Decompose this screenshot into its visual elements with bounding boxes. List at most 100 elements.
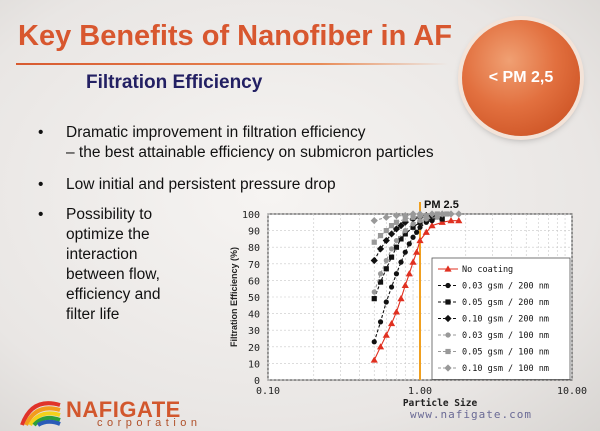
series-line — [373, 216, 438, 293]
bullet-text: filter life — [66, 306, 120, 323]
bullet-text: optimize the — [66, 226, 150, 243]
data-point — [402, 231, 408, 237]
data-point — [417, 218, 423, 224]
data-point — [393, 244, 400, 250]
data-point — [444, 314, 452, 323]
data-point — [447, 210, 455, 218]
legend-label: 0.05 gsm / 200 nm — [462, 298, 549, 308]
x-tick-label: 1.00 — [408, 386, 432, 397]
data-point — [413, 248, 421, 255]
bullet-text: between flow, — [66, 266, 160, 283]
data-point — [371, 289, 377, 295]
data-point — [422, 228, 430, 235]
data-point — [371, 239, 377, 245]
data-point — [377, 232, 384, 239]
title-underline — [16, 63, 448, 65]
y-axis-label: Filtration Efficiency (%) — [229, 247, 239, 347]
data-point — [410, 224, 416, 230]
logo-subtitle: corporation — [97, 417, 202, 429]
pm-badge-label: < PM 2,5 — [488, 69, 554, 86]
data-point — [416, 210, 424, 218]
bullet-dot: • — [38, 206, 44, 223]
data-point — [402, 249, 408, 255]
bullet-dot: • — [38, 124, 44, 141]
bullet-pressure: • Low initial and persistent pressure dr… — [38, 175, 496, 195]
bullet-text: Possibility to — [66, 206, 153, 223]
y-tick-label: 40 — [248, 310, 260, 321]
data-point — [393, 237, 400, 244]
data-point — [423, 213, 429, 219]
y-tick-label: 10 — [248, 359, 260, 370]
pm-badge: < PM 2,5 — [462, 20, 580, 136]
legend-label: 0.05 gsm / 100 nm — [462, 348, 549, 358]
legend-label: 0.10 gsm / 200 nm — [462, 315, 549, 325]
data-point — [383, 266, 389, 272]
y-tick-label: 60 — [248, 276, 260, 287]
bullet-dot: • — [38, 176, 44, 193]
bullet-optimize: • Possibility to optimize the interactio… — [38, 205, 246, 325]
data-point — [438, 218, 446, 225]
data-point — [428, 222, 436, 229]
data-point — [428, 210, 436, 218]
data-point — [397, 295, 405, 302]
data-point — [388, 254, 395, 260]
data-point — [445, 332, 451, 338]
data-point — [444, 211, 450, 217]
data-point — [371, 339, 377, 345]
data-point — [370, 356, 378, 363]
y-tick-label: 30 — [248, 326, 260, 337]
legend-label: 0.10 gsm / 100 nm — [462, 364, 549, 374]
data-point — [382, 331, 390, 338]
data-point — [377, 319, 384, 325]
bullet-text: Low initial and persistent pressure drop — [66, 176, 336, 193]
data-point — [445, 348, 451, 355]
data-point — [398, 236, 404, 242]
legend-label: 0.03 gsm / 100 nm — [462, 331, 549, 341]
data-point — [388, 284, 395, 290]
legend-label: 0.03 gsm / 200 nm — [462, 282, 549, 292]
data-point — [416, 236, 424, 244]
data-point — [405, 270, 413, 277]
y-tick-label: 90 — [248, 227, 260, 238]
slide-title: Key Benefits of Nanofiber in AF — [18, 20, 452, 52]
data-point — [455, 217, 463, 224]
series-line — [373, 220, 459, 361]
data-point — [409, 258, 417, 265]
y-tick-label: 0 — [254, 376, 260, 387]
logo-name: NAFIGATE — [66, 397, 181, 422]
slide-subtitle: Filtration Efficiency — [86, 72, 263, 93]
data-point — [401, 281, 409, 288]
data-point — [376, 343, 385, 350]
bullet-text: efficiency and — [66, 286, 161, 303]
data-point — [383, 299, 389, 305]
data-point — [410, 234, 416, 240]
data-point — [393, 219, 400, 225]
data-point — [377, 271, 384, 277]
y-tick-label: 70 — [248, 260, 260, 271]
data-point — [392, 308, 401, 315]
data-point — [388, 246, 395, 252]
x-tick-label: 0.10 — [256, 386, 280, 397]
data-point — [382, 236, 390, 245]
data-point — [444, 364, 452, 372]
y-tick-label: 80 — [248, 243, 260, 254]
bullet-text: – the best attainable efficiency on subm… — [66, 144, 434, 161]
bullet-filtration: • Dramatic improvement in filtration eff… — [38, 123, 496, 163]
data-point — [387, 319, 396, 327]
y-tick-label: 100 — [242, 210, 260, 221]
x-tick-label: 10.00 — [557, 386, 587, 397]
data-point — [434, 211, 440, 217]
data-point — [383, 257, 389, 264]
data-point — [445, 299, 451, 305]
data-point — [388, 223, 395, 229]
data-point — [406, 241, 412, 247]
data-point — [377, 279, 384, 285]
data-point — [392, 212, 401, 220]
nafigate-logo-icon — [20, 401, 61, 427]
data-point — [409, 210, 417, 218]
data-point — [447, 217, 455, 224]
x-axis-label: Particle Size — [403, 398, 478, 409]
data-point — [392, 225, 401, 233]
data-point — [393, 271, 400, 277]
data-point — [410, 221, 416, 227]
